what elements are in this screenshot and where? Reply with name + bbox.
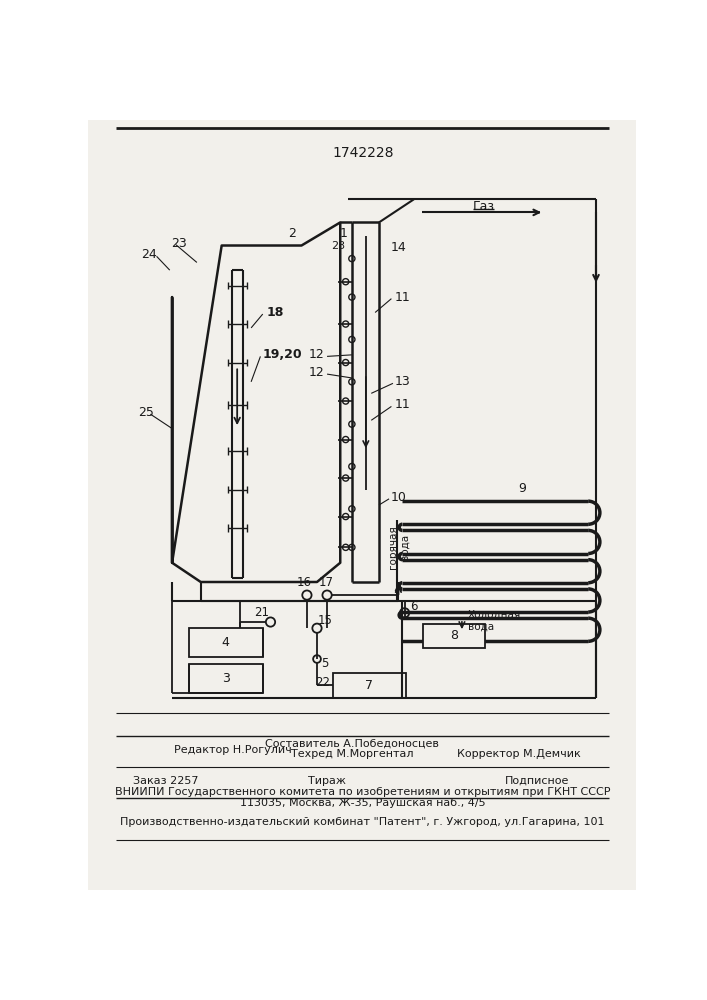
Text: Производственно-издательский комбинат "Патент", г. Ужгород, ул.Гагарина, 101: Производственно-издательский комбинат "П… xyxy=(120,817,605,827)
Text: 5: 5 xyxy=(321,657,329,670)
Text: Холодная
вода: Холодная вода xyxy=(468,610,521,631)
Text: 3: 3 xyxy=(221,672,230,685)
Text: Корректор М.Демчик: Корректор М.Демчик xyxy=(457,749,580,759)
Text: 22: 22 xyxy=(315,676,330,689)
Text: 2: 2 xyxy=(288,227,296,240)
Text: 8: 8 xyxy=(450,629,458,642)
Text: горячая
вода: горячая вода xyxy=(387,525,409,569)
Text: 1: 1 xyxy=(340,227,348,240)
Text: 4: 4 xyxy=(221,636,230,649)
Text: Подписное: Подписное xyxy=(506,776,570,786)
Text: 21: 21 xyxy=(254,606,269,619)
Text: 10: 10 xyxy=(391,491,407,504)
Text: 16: 16 xyxy=(296,576,311,588)
Text: 12: 12 xyxy=(309,366,325,379)
Bar xyxy=(332,673,406,698)
Bar xyxy=(189,628,263,657)
Text: 23: 23 xyxy=(332,241,346,251)
Text: 13: 13 xyxy=(395,375,410,388)
Text: 12: 12 xyxy=(309,348,325,361)
Text: 11: 11 xyxy=(395,291,410,304)
Text: 9: 9 xyxy=(518,482,526,495)
Text: Редактор Н.Рогулич: Редактор Н.Рогулич xyxy=(174,745,291,755)
Text: Составитель А.Победоносцев: Составитель А.Победоносцев xyxy=(265,739,439,749)
Text: 15: 15 xyxy=(317,614,332,627)
Text: 1742228: 1742228 xyxy=(332,146,394,160)
Text: Газ: Газ xyxy=(472,200,495,213)
Text: 24: 24 xyxy=(141,248,156,261)
Text: 17: 17 xyxy=(319,576,334,588)
Text: Заказ 2257: Заказ 2257 xyxy=(134,776,199,786)
Text: 11: 11 xyxy=(395,398,410,411)
Text: 14: 14 xyxy=(391,241,407,254)
Text: 6: 6 xyxy=(410,600,418,613)
Text: Тираж: Тираж xyxy=(308,776,346,786)
Bar xyxy=(423,624,485,648)
Text: 23: 23 xyxy=(171,237,187,250)
Text: ВНИИПИ Государственного комитета по изобретениям и открытиям при ГКНТ СССР: ВНИИПИ Государственного комитета по изоб… xyxy=(115,787,610,797)
Text: 25: 25 xyxy=(139,406,154,419)
Text: 7: 7 xyxy=(365,679,373,692)
Text: 113035, Москва, Ж-35, Раушская наб., 4/5: 113035, Москва, Ж-35, Раушская наб., 4/5 xyxy=(240,798,486,808)
Text: 18: 18 xyxy=(267,306,284,319)
Text: 19,20: 19,20 xyxy=(263,348,303,361)
Bar xyxy=(189,664,263,693)
Text: Техред М.Моргентал: Техред М.Моргентал xyxy=(291,749,413,759)
